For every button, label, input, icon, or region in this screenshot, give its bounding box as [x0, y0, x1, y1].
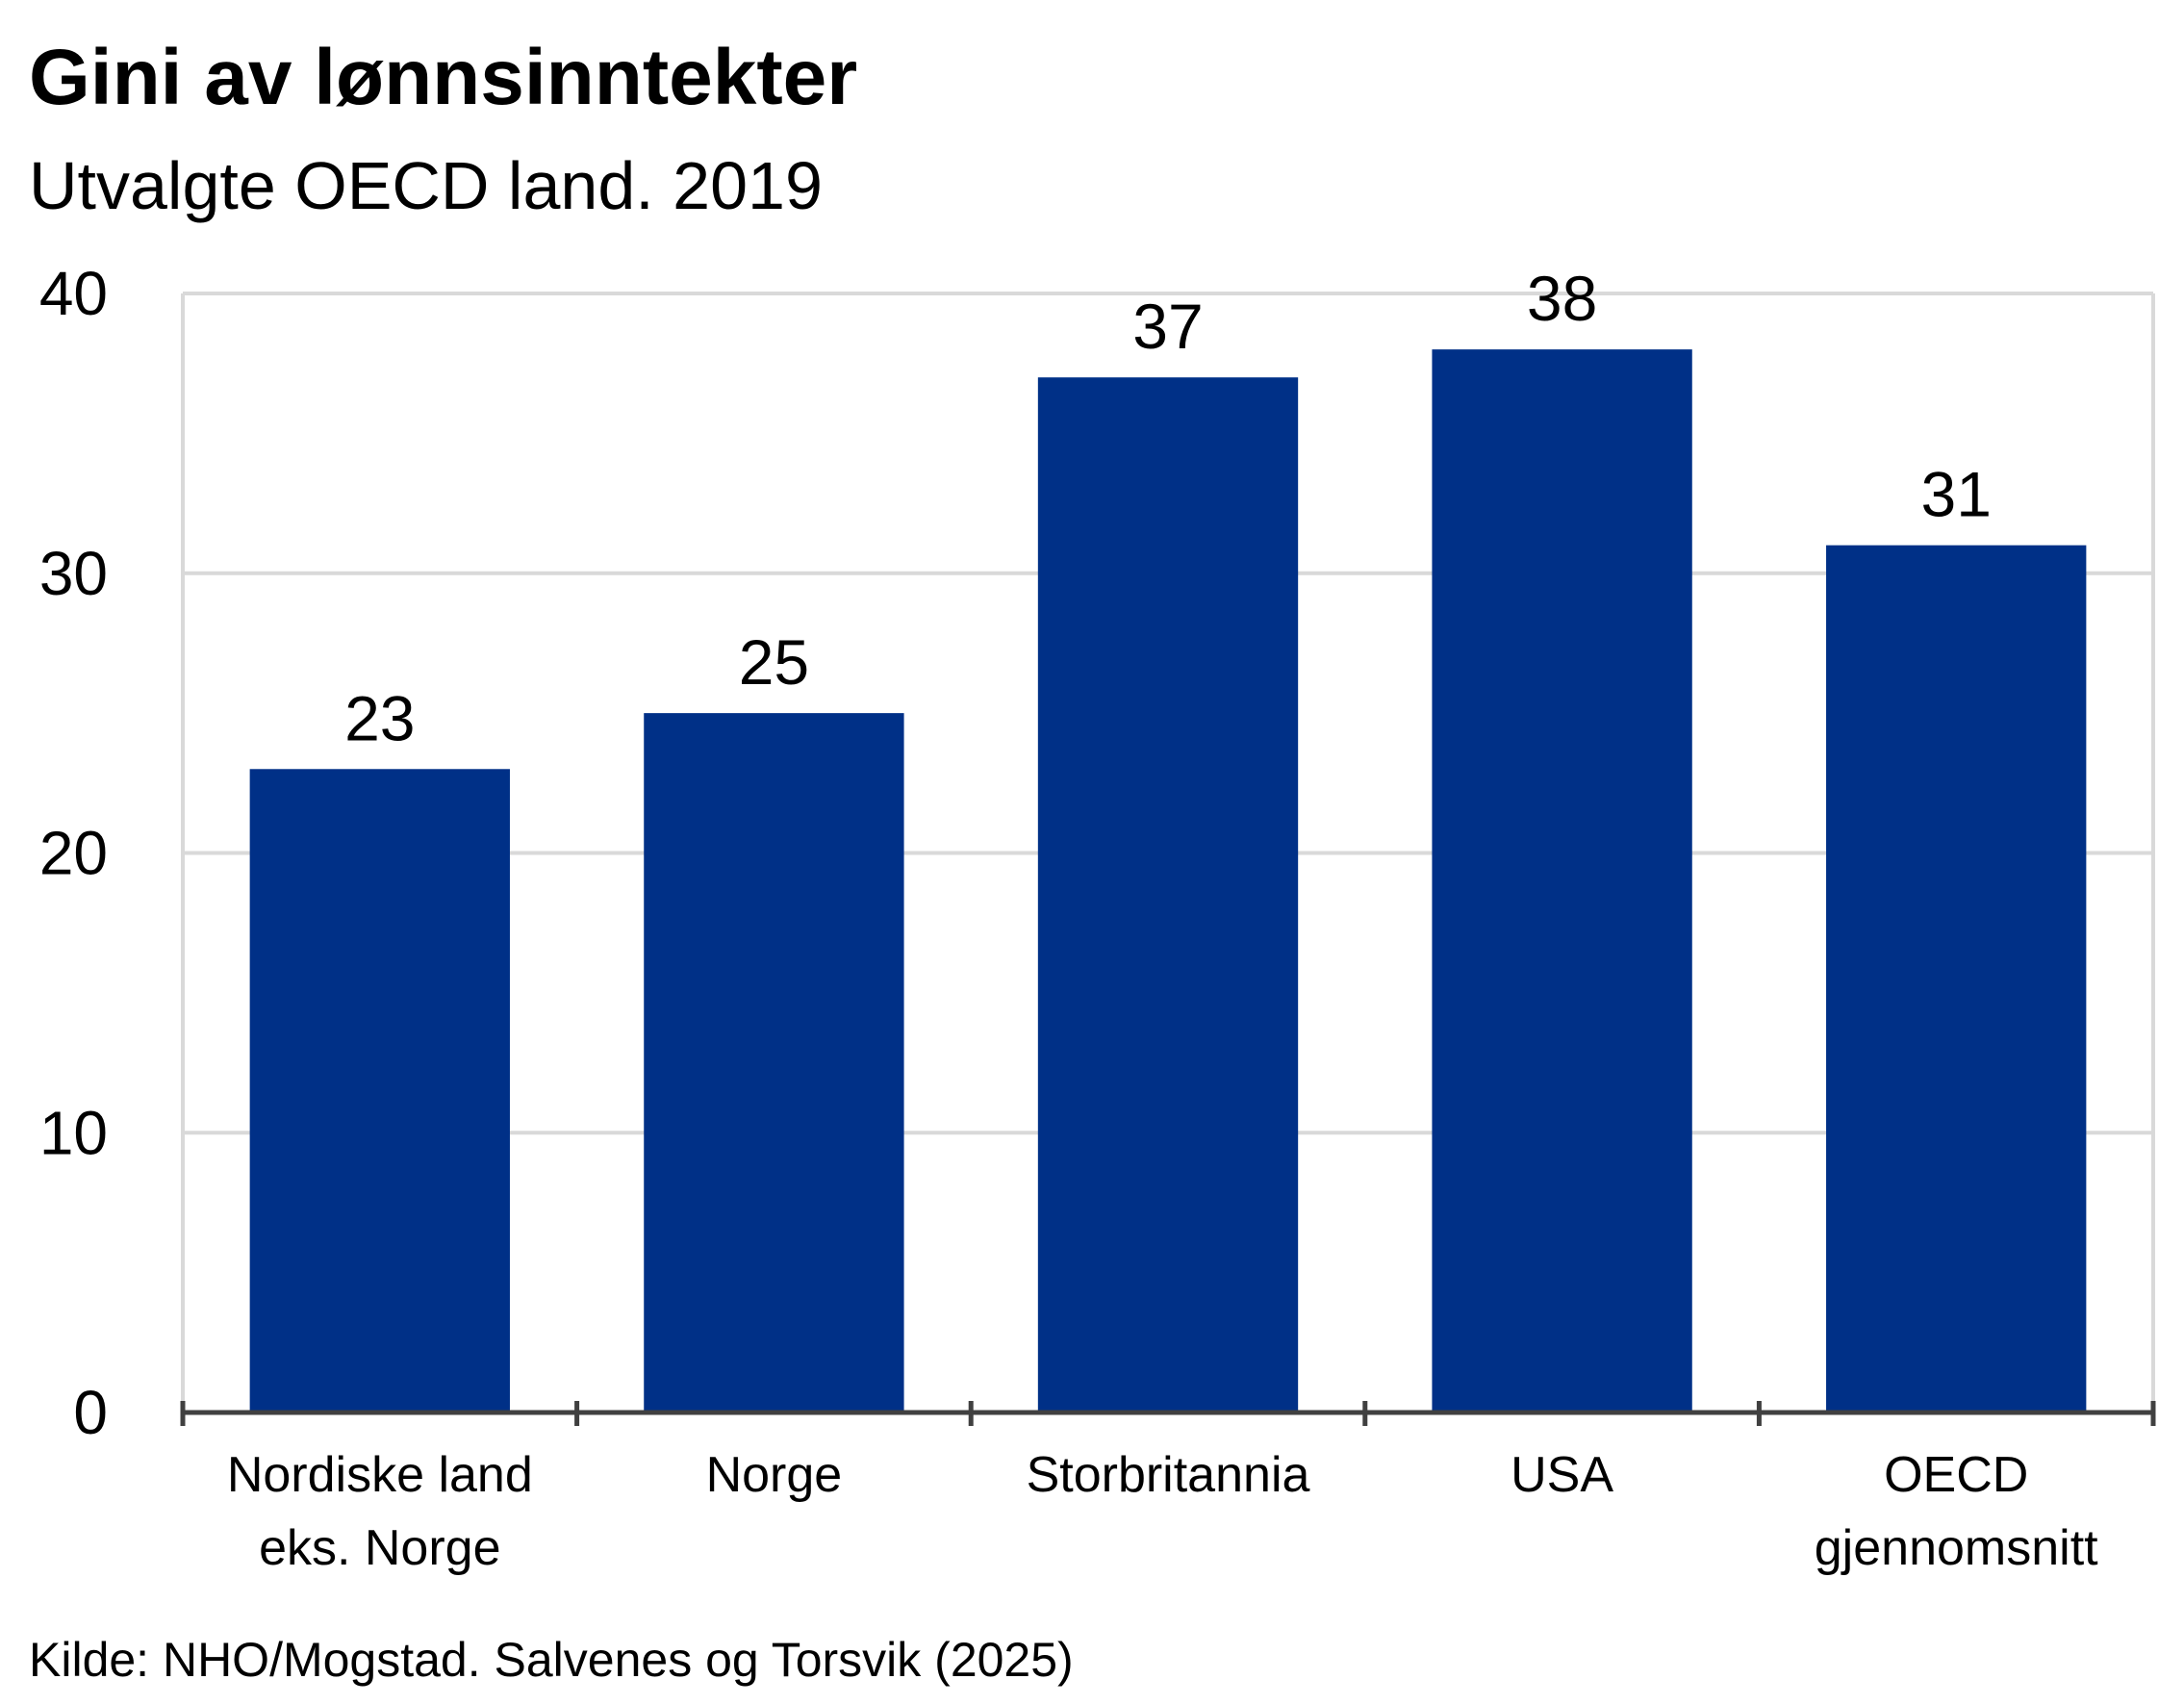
y-tick-label: 30 — [39, 539, 108, 608]
chart-source: Kilde: NHO/Mogstad. Salvenes og Torsvik … — [29, 1633, 1074, 1687]
bar — [249, 769, 510, 1412]
chart-subtitle: Utvalgte OECD land. 2019 — [29, 148, 823, 223]
bar — [1432, 349, 1692, 1412]
bar-value-label: 31 — [1920, 459, 1991, 530]
y-tick-label: 10 — [39, 1098, 108, 1167]
x-category-label: eks. Norge — [259, 1520, 500, 1576]
bar — [1037, 377, 1299, 1413]
x-category-label: USA — [1511, 1447, 1613, 1503]
x-category-label: Norge — [706, 1447, 843, 1503]
y-tick-label: 0 — [73, 1378, 108, 1447]
x-category-label: Nordiske land — [227, 1447, 533, 1503]
x-category-label: Storbritannia — [1027, 1447, 1310, 1503]
y-tick-label: 20 — [39, 819, 108, 888]
x-category-label: gjennomsnitt — [1815, 1520, 2098, 1576]
y-tick-label: 40 — [39, 259, 108, 328]
x-category-label: OECD — [1884, 1447, 2028, 1503]
bar-value-label: 37 — [1132, 291, 1203, 362]
bar — [644, 713, 904, 1412]
chart-title: Gini av lønnsinntekter — [29, 34, 858, 121]
bar-value-label: 25 — [739, 626, 809, 698]
bar-value-label: 38 — [1527, 263, 1597, 334]
axes — [180, 1401, 2156, 1426]
bar — [1826, 545, 2087, 1412]
bar-value-label: 23 — [344, 682, 415, 753]
labels: 0 10 20 30 40 23 Nordiske land eks. Norge 25 Norg… — [39, 259, 2098, 1576]
bars — [249, 349, 2087, 1413]
